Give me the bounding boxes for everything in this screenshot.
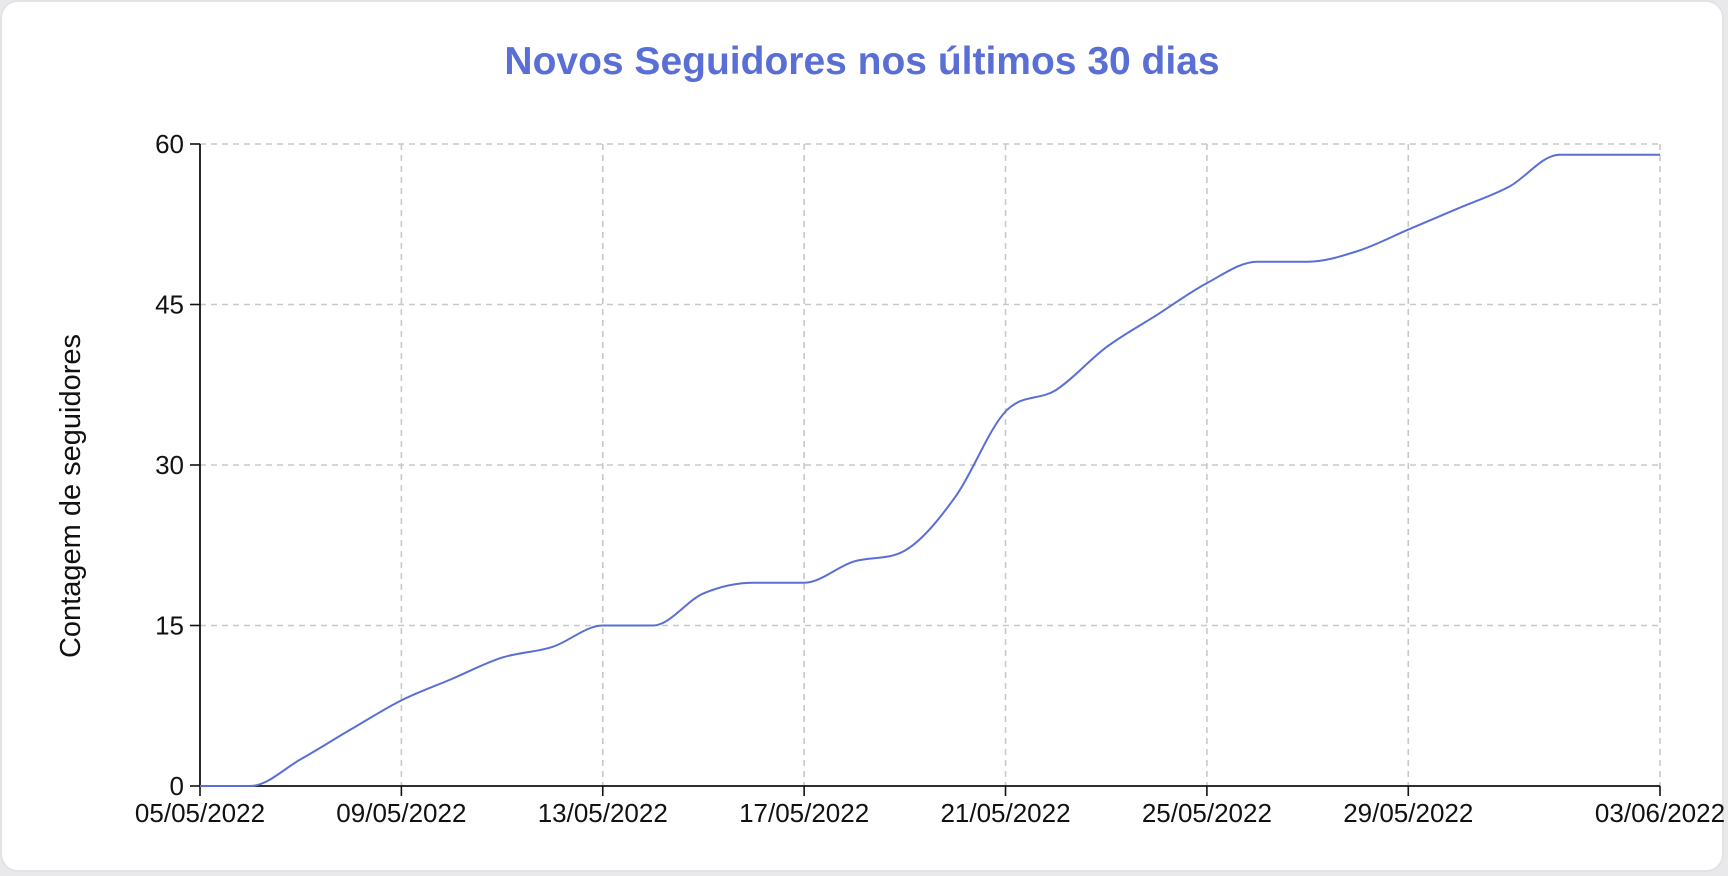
series-layer [200,155,1660,786]
x-tick-label: 05/05/2022 [135,798,265,828]
x-tick-label: 03/06/2022 [1595,798,1725,828]
y-axis-title: Contagem de seguidores [55,334,87,658]
series-line-0 [200,155,1660,786]
ticks: 0 15 30 45 60 05/05/2022 09/05/2022 13/05/2022 1… [135,129,1725,828]
grid [200,144,1660,786]
y-tick-label: 60 [155,129,184,159]
y-tick-label: 30 [155,450,184,480]
y-tick-label: 45 [155,290,184,320]
x-tick-label: 17/05/2022 [739,798,869,828]
x-tick-label: 13/05/2022 [538,798,668,828]
y-tick-label: 15 [155,611,184,641]
x-tick-label: 25/05/2022 [1142,798,1272,828]
x-tick-label: 29/05/2022 [1343,798,1473,828]
x-tick-label: 09/05/2022 [336,798,466,828]
x-tick-label: 21/05/2022 [940,798,1070,828]
y-tick-label: 0 [170,771,184,801]
